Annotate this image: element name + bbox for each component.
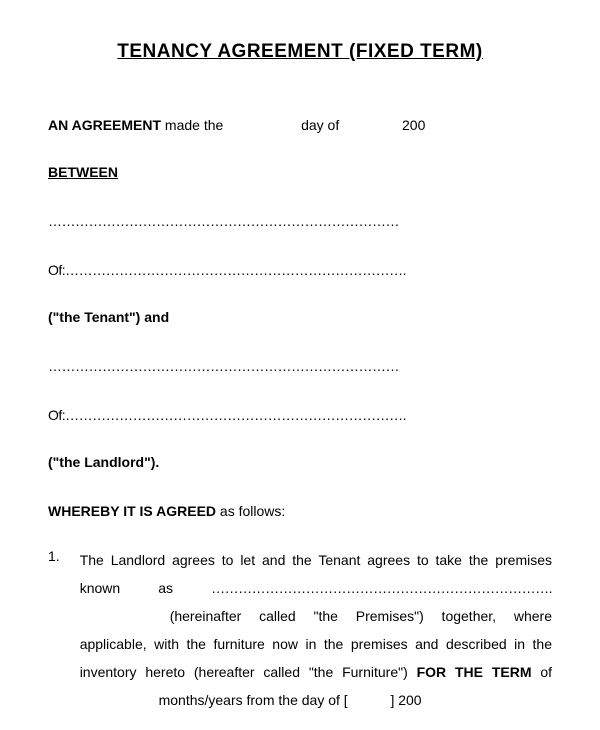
clause-number: 1. xyxy=(48,546,60,714)
whereby-rest: as follows: xyxy=(216,503,285,519)
tenant-name-line: …………………………………………………………………… xyxy=(48,211,552,232)
year-prefix: 200 xyxy=(402,117,425,133)
landlord-name-line: …………………………………………………………………… xyxy=(48,356,552,377)
whereby-bold: WHEREBY IT IS AGREED xyxy=(48,503,216,519)
months-years-text: months/years from the day of [ xyxy=(159,692,348,708)
landlord-address-line: Of:…………………………………………………………………. xyxy=(48,405,552,426)
for-term-label: FOR THE TERM xyxy=(417,664,532,680)
agreement-date-line: AN AGREEMENT made the day of 200 xyxy=(48,115,552,136)
clause-1: 1. The Landlord agrees to let and the Te… xyxy=(48,546,552,714)
tenant-address-line: Of:…………………………………………………………………. xyxy=(48,260,552,281)
agreement-made: made the xyxy=(161,117,223,133)
premises-dots: …………………………………………………………………. xyxy=(211,580,552,596)
clause-body: The Landlord agrees to let and the Tenan… xyxy=(80,546,552,714)
document-title: TENANCY AGREEMENT (FIXED TERM) xyxy=(48,38,552,67)
tenant-party-label: ("the Tenant") and xyxy=(48,307,552,328)
bracket-year: ] 200 xyxy=(390,692,421,708)
whereby-line: WHEREBY IT IS AGREED as follows: xyxy=(48,501,552,522)
day-of-text: day of xyxy=(301,117,339,133)
between-label: BETWEEN xyxy=(48,162,552,211)
landlord-party-label: ("the Landlord"). xyxy=(48,452,552,473)
hereinafter-text: (hereinafter xyxy=(170,608,242,624)
of-text: of xyxy=(531,664,552,680)
agreement-prefix: AN AGREEMENT xyxy=(48,117,161,133)
